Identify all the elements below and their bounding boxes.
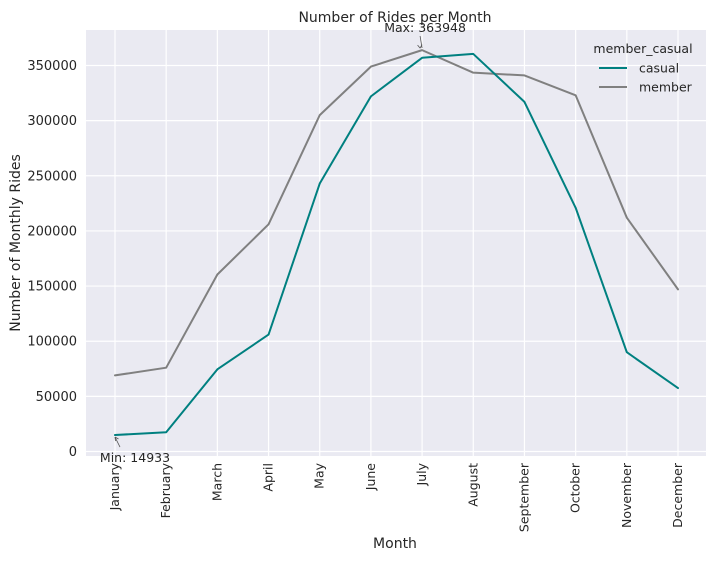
y-tick-label: 350000 <box>27 59 77 74</box>
annotations: Max: 363948 Min: 14933 <box>100 20 466 465</box>
x-axis-label: Month <box>373 536 417 552</box>
x-tick-label: July <box>414 462 429 486</box>
x-tick-label: October <box>568 462 583 513</box>
x-tick-label: January <box>107 462 122 511</box>
min-annotation-arrow <box>114 436 121 448</box>
x-tick-label: November <box>619 462 634 528</box>
axis-ticks: 0 50000 100000 150000 200000 250000 300000 3500… <box>27 59 685 532</box>
series-line-casual <box>114 52 679 437</box>
y-tick-label: 300000 <box>27 114 77 129</box>
grid-lines <box>86 30 706 456</box>
min-annotation-arrowhead <box>114 436 119 442</box>
x-tick-label: September <box>516 462 531 532</box>
max-annotation-label: Max: 363948 <box>384 20 466 35</box>
legend-entry-member: member <box>639 80 693 95</box>
x-tick-label: March <box>209 463 224 501</box>
y-tick-label: 100000 <box>27 335 77 350</box>
plot-background <box>86 30 706 456</box>
min-annotation-label: Min: 14933 <box>100 450 170 465</box>
y-tick-label: 50000 <box>36 390 77 405</box>
x-tick-label: February <box>158 462 173 518</box>
series-line-member <box>114 49 679 377</box>
y-axis-label: Number of Monthly Rides <box>8 154 24 332</box>
x-tick-label: May <box>312 462 327 488</box>
y-tick-label: 250000 <box>27 169 77 184</box>
y-tick-label: 200000 <box>27 224 77 239</box>
max-annotation-arrowhead <box>417 44 423 49</box>
chart-title: Number of Rides per Month <box>298 10 491 26</box>
x-tick-label: April <box>261 463 276 492</box>
series-lines <box>114 49 679 437</box>
legend-entry-casual: casual <box>639 61 679 76</box>
y-tick-label: 0 <box>69 445 77 460</box>
x-tick-label: August <box>465 463 480 507</box>
legend-title: member_casual <box>593 41 692 56</box>
y-tick-label: 150000 <box>27 280 77 295</box>
max-annotation-arrow <box>419 36 423 49</box>
x-tick-label: June <box>363 463 378 492</box>
x-tick-label: December <box>670 462 685 528</box>
